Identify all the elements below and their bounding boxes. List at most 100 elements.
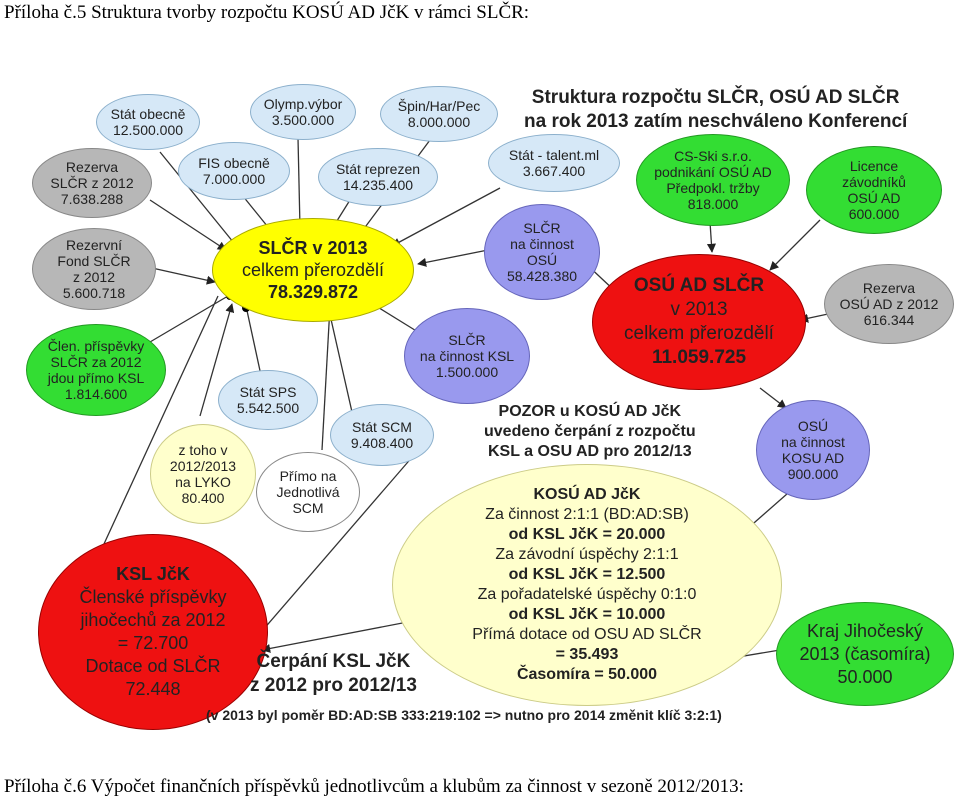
node-osu-kosu-line-3: KOSU AD [781,450,845,466]
node-licence-line-3: OSÚ AD [847,190,901,206]
edge-slcr-osu [417,249,489,267]
node-kosu-line-8: Přímá dotace od OSU AD SLČR [472,626,702,643]
node-rezervni-fond-line-4: 5.600.718 [62,285,126,301]
cerpani-label-line-1: Čerpání KSL JčK [256,651,411,672]
node-fis: FIS obecně 7.000.000 [178,142,290,200]
node-stat-talent-line-1: Stát - talent.ml [508,147,600,163]
node-osu-kosu: OSÚ na činnost KOSU AD 900.000 [756,400,870,500]
edge-licence [769,219,821,271]
cerpani-label: Čerpání KSL JčK z 2012 pro 2012/13 [250,650,417,698]
node-stat-talent: Stát - talent.ml 3.667.400 [488,134,620,192]
node-clen-prispevky-line-2: SLČR za 2012 [50,354,142,370]
node-slcr-main-line-2: celkem přerozdělí [241,260,385,280]
node-lyko-line-2: 2012/2013 [169,458,237,474]
node-slcr-main-line-3: 78.329.872 [267,282,359,302]
node-stat-scm-line-2: 9.408.400 [350,435,414,451]
node-osu-main-line-2: v 2013 [670,299,728,320]
footnote: (v 2013 byl poměr BD:AD:SB 333:219:102 =… [206,706,722,724]
node-rezervni-fond-line-1: Rezervní [65,237,123,253]
node-stat-scm: Stát SCM 9.408.400 [330,404,434,466]
node-kosu-line-4: Za závodní úspěchy 2:1:1 [495,546,679,563]
node-kosu-line-9: = 35.493 [555,646,619,663]
node-kosu: KOSÚ AD JčK Za činnost 2:1:1 (BD:AD:SB) … [392,464,782,706]
edge-ksl-to-cerpani [255,447,421,639]
node-clen-prispevky: Člen. příspěvky SLČR za 2012 jdou přímo … [26,324,166,416]
node-slcr-ksl: SLČR na činnost KSL 1.500.000 [404,308,530,404]
edge-olymp [295,137,305,229]
node-spin: Špin/Har/Pec 8.000.000 [380,86,498,142]
node-slcr-osu-line-2: na činnost [510,236,574,252]
edge-sps [245,305,263,381]
node-rezervni-fond-line-2: Fond SLČR [57,253,131,269]
node-rezerva-slcr: Rezerva SLČR z 2012 7.638.288 [32,148,152,218]
node-kraj-line-2: 2013 (časomíra) [799,643,931,664]
node-slcr-ksl-line-3: 1.500.000 [435,364,499,380]
node-ksl-jck-line-3: jihočechů za 2012 [80,610,226,630]
node-licence-line-2: závodníků [842,174,906,190]
caption-top: Příloha č.5 Struktura tvorby rozpočtu KO… [4,2,530,23]
node-stat-sps-line-2: 5.542.500 [236,400,300,416]
edge-primo [321,305,335,451]
node-stat-sps-line-1: Stát SPS [239,384,297,400]
node-rezerva-slcr-line-3: 7.638.288 [60,191,124,207]
node-kosu-line-2: Za činnost 2:1:1 (BD:AD:SB) [485,506,689,523]
node-ksl-jck: KSL JčK Členské příspěvky jihočechů za 2… [38,534,268,730]
node-kraj-line-3: 50.000 [837,666,893,687]
node-slcr-osu-line-1: SLČR [523,220,561,236]
node-fis-line-2: 7.000.000 [202,171,266,187]
node-primo-line-2: Jednotlivá [276,484,340,500]
footnote-text: (v 2013 byl poměr BD:AD:SB 333:219:102 =… [206,707,722,723]
node-slcr-osu-line-3: OSÚ [526,252,558,268]
node-olymp-line-2: 3.500.000 [271,112,335,128]
edge-rezervni-fond [151,267,216,285]
node-rezervni-fond: Rezervní Fond SLČR z 2012 5.600.718 [32,228,156,310]
node-stat-sps: Stát SPS 5.542.500 [218,370,318,430]
node-stat-obecne: Stát obecně 12.500.000 [96,94,200,150]
node-licence-line-1: Licence [849,158,899,174]
edge-stat-talent [391,187,501,247]
node-licence: Licence závodníků OSÚ AD 600.000 [806,146,942,234]
node-cs-ski-line-4: 818.000 [687,196,739,212]
node-ksl-jck-line-2: Členské příspěvky [79,587,227,607]
node-kosu-line-5: od KSL JčK = 12.500 [508,566,666,583]
node-clen-prispevky-line-1: Člen. příspěvky [47,338,145,354]
node-slcr-main: SLČR v 2013 celkem přerozdělí 78.329.872 [212,218,414,322]
edge-rezerva-slcr [149,199,227,251]
node-cs-ski: CS-Ski s.r.o. podnikání OSÚ AD Předpokl.… [636,134,790,226]
node-slcr-ksl-line-2: na činnost KSL [419,348,515,364]
node-osu-main-line-4: 11.059.725 [651,347,747,368]
node-kosu-line-7: od KSL JčK = 10.000 [508,606,666,623]
node-rezerva-osu: Rezerva OSÚ AD z 2012 616.344 [824,264,954,344]
node-rezervni-fond-line-3: z 2012 [72,269,116,285]
edge-stat-obecne [159,151,239,249]
cerpani-label-line-2: z 2012 pro 2012/13 [250,675,417,696]
node-ksl-jck-line-1: KSL JčK [116,564,190,584]
node-osu-kosu-line-2: na činnost [781,434,845,450]
node-lyko-line-4: 80.400 [181,490,225,506]
node-cs-ski-line-3: Předpokl. tržby [666,180,760,196]
node-rezerva-slcr-line-2: SLČR z 2012 [50,175,134,191]
node-primo-line-1: Přímo na [279,468,337,484]
node-olymp: Olymp.výbor 3.500.000 [250,84,356,140]
node-kraj-line-1: Kraj Jihočeský [806,620,924,641]
node-clen-prispevky-line-4: 1.814.600 [64,386,128,402]
node-cs-ski-line-1: CS-Ski s.r.o. [674,148,752,164]
diagram-title-line-1: Struktura rozpočtu SLČR, OSÚ AD SLČR [531,87,900,108]
node-osu-main-line-3: celkem přerozdělí [624,323,774,344]
node-cs-ski-line-2: podnikání OSÚ AD [654,164,772,180]
node-slcr-osu: SLČR na činnost OSÚ 58.428.380 [484,204,600,300]
node-osu-main-line-1: OSÚ AD SLČR [633,275,765,296]
node-kosu-line-1: KOSÚ AD JčK [533,486,641,503]
diagram-title: Struktura rozpočtu SLČR, OSÚ AD SLČR na … [524,86,907,134]
edge-main-ksl [91,295,219,571]
node-osu-kosu-line-4: 900.000 [787,466,839,482]
node-ksl-jck-line-6: 72.448 [125,679,181,699]
node-slcr-ksl-line-1: SLČR [448,332,486,348]
node-fis-line-1: FIS obecně [198,155,270,171]
node-clen-prispevky-line-3: jdou přímo KSL [47,370,145,386]
node-stat-reprezen: Stát reprezen 14.235.400 [318,148,438,206]
node-lyko-line-3: na LYKO [175,474,231,490]
pozor-note: POZOR u KOSÚ AD JčK uvedeno čerpání z ro… [484,402,696,462]
pozor-note-line-3: KSL a OSU AD pro 2012/13 [487,443,692,460]
edge-cs-ski [706,221,716,253]
